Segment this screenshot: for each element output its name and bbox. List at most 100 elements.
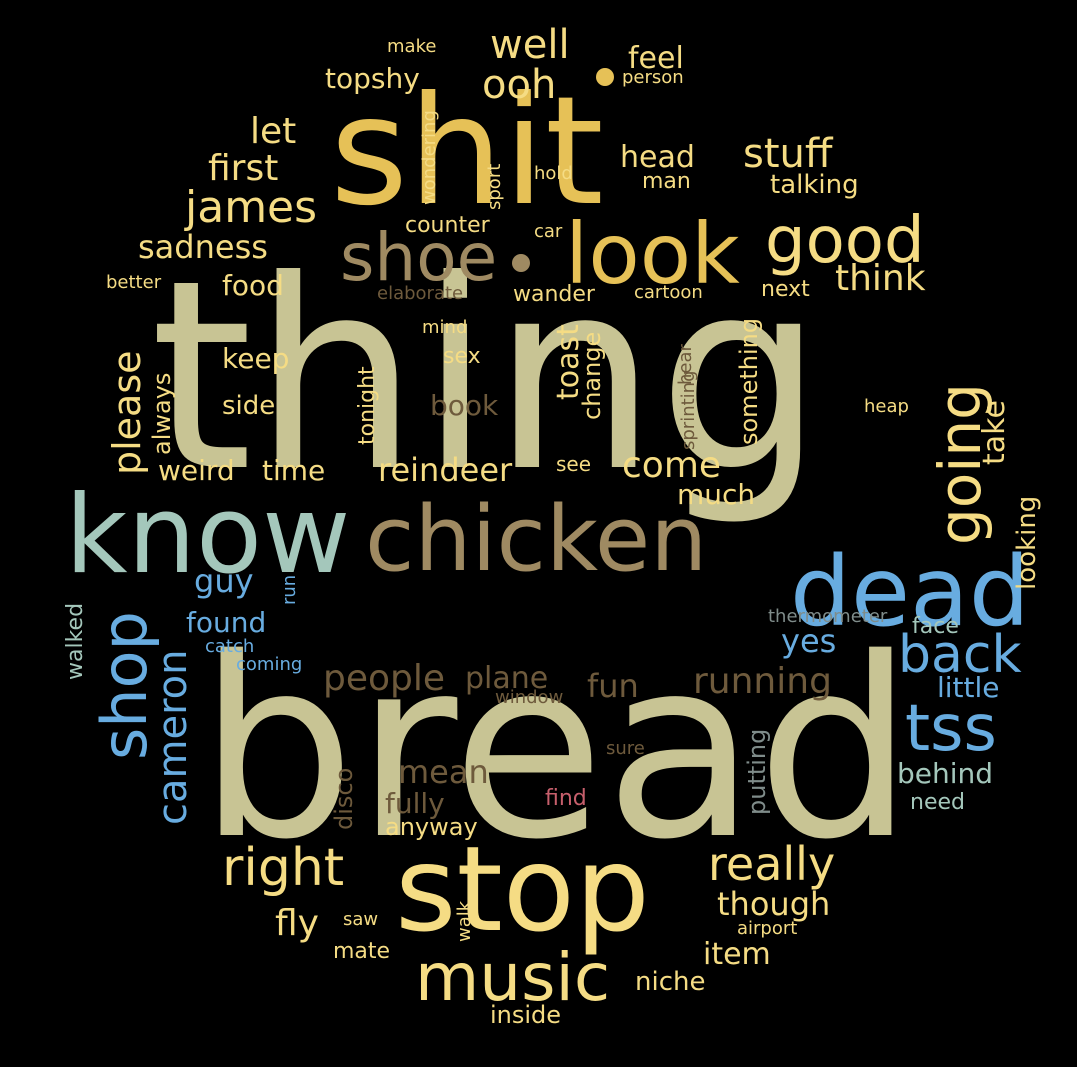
word-window: window <box>495 687 563 708</box>
word-come: come <box>622 445 721 486</box>
word-talking: talking <box>770 170 859 200</box>
word-find: find <box>545 786 587 811</box>
word-better: better <box>106 272 162 293</box>
word-music: music <box>415 939 610 1016</box>
word-shit: shit <box>330 65 604 239</box>
word-tss: tss <box>905 692 997 766</box>
word-sprinting: sprinting <box>678 370 699 450</box>
word-found: found <box>186 606 266 639</box>
word-hold: hold <box>534 163 573 184</box>
word-run: run <box>279 575 300 605</box>
word-inside: inside <box>490 1001 561 1029</box>
dot-mark <box>512 254 530 272</box>
word-going: going <box>926 383 994 545</box>
word-airport: airport <box>737 918 797 939</box>
word-first: first <box>208 148 278 189</box>
word-sure: sure <box>606 738 645 759</box>
word-thing: thing <box>150 224 824 529</box>
word-shop: shop <box>88 611 161 760</box>
word-stop: stop <box>395 820 650 958</box>
word-much: much <box>677 478 755 511</box>
word-catch: catch <box>205 636 254 657</box>
word-wondering: wondering <box>419 110 440 205</box>
word-yes: yes <box>781 622 836 660</box>
word-well: well <box>490 22 570 68</box>
word-please: please <box>105 350 149 475</box>
word-james: james <box>184 182 317 233</box>
word-take: take <box>977 400 1012 465</box>
word-food: food <box>222 269 284 302</box>
word-sport: sport <box>484 164 505 210</box>
word-person: person <box>622 67 684 88</box>
word-heap: heap <box>864 396 909 417</box>
word-let: let <box>250 111 296 152</box>
word-know: know <box>65 473 350 598</box>
word-anyway: anyway <box>385 813 478 841</box>
word-ooh: ooh <box>482 62 556 108</box>
word-walked: walked <box>63 603 88 680</box>
word-item: item <box>703 937 771 972</box>
word-look: look <box>565 205 740 303</box>
word-change: change <box>578 332 606 420</box>
word-see: see <box>556 452 591 476</box>
word-cameron: cameron <box>150 650 196 825</box>
word-little: little <box>937 671 1000 704</box>
word-bread: bread <box>198 606 914 894</box>
word-saw: saw <box>343 909 378 930</box>
word-head: head <box>620 140 695 175</box>
word-coming: coming <box>236 654 302 675</box>
word-feel: feel <box>628 41 684 76</box>
word-tonight: tonight <box>355 366 380 445</box>
word-fly: fly <box>275 903 319 944</box>
word-dead: dead <box>790 536 1030 648</box>
word-behind: behind <box>897 757 993 790</box>
word-people: people <box>323 658 445 699</box>
word-book: book <box>430 389 499 422</box>
dot-mark <box>596 68 614 86</box>
word-really: really <box>708 837 835 891</box>
word-elaborate: elaborate <box>377 283 463 304</box>
word-think: think <box>835 258 926 299</box>
word-though: though <box>717 885 830 923</box>
word-keep: keep <box>222 342 289 375</box>
word-topshy: topshy <box>325 62 420 95</box>
word-mind: mind <box>422 317 467 338</box>
word-toast: toast <box>551 324 586 400</box>
word-mean: mean <box>398 753 489 791</box>
word-something: something <box>735 318 763 445</box>
word-right: right <box>222 838 344 898</box>
word-reindeer: reindeer <box>378 451 513 489</box>
word-next: next <box>761 277 810 302</box>
word-walk: walk <box>454 900 475 942</box>
word-counter: counter <box>405 213 491 238</box>
word-shoe: shoe <box>340 219 497 296</box>
word-plane: plane <box>465 661 548 696</box>
word-putting: putting <box>743 729 771 815</box>
word-stuff: stuff <box>743 131 834 177</box>
word-good: good <box>765 204 925 278</box>
word-cartoon: cartoon <box>634 282 703 303</box>
word-fun: fun <box>587 667 639 705</box>
word-hear: hear <box>675 343 696 385</box>
word-guy: guy <box>194 562 254 600</box>
word-man: man <box>642 169 691 194</box>
word-back: back <box>898 625 1022 685</box>
word-need: need <box>910 790 965 815</box>
word-weird: weird <box>158 454 235 487</box>
word-face: face <box>912 614 959 639</box>
word-car: car <box>534 221 563 242</box>
word-looking: looking <box>1012 496 1042 590</box>
word-running: running <box>693 661 832 702</box>
word-side: side <box>222 391 275 421</box>
word-mate: mate <box>333 939 390 964</box>
word-wander: wander <box>513 282 596 307</box>
word-thermometer: thermometer <box>768 606 888 627</box>
word-fully: fully <box>385 787 445 820</box>
word-chicken: chicken <box>365 487 707 592</box>
word-sadness: sadness <box>138 228 268 266</box>
word-always: always <box>148 373 176 455</box>
word-time: time <box>262 454 325 487</box>
